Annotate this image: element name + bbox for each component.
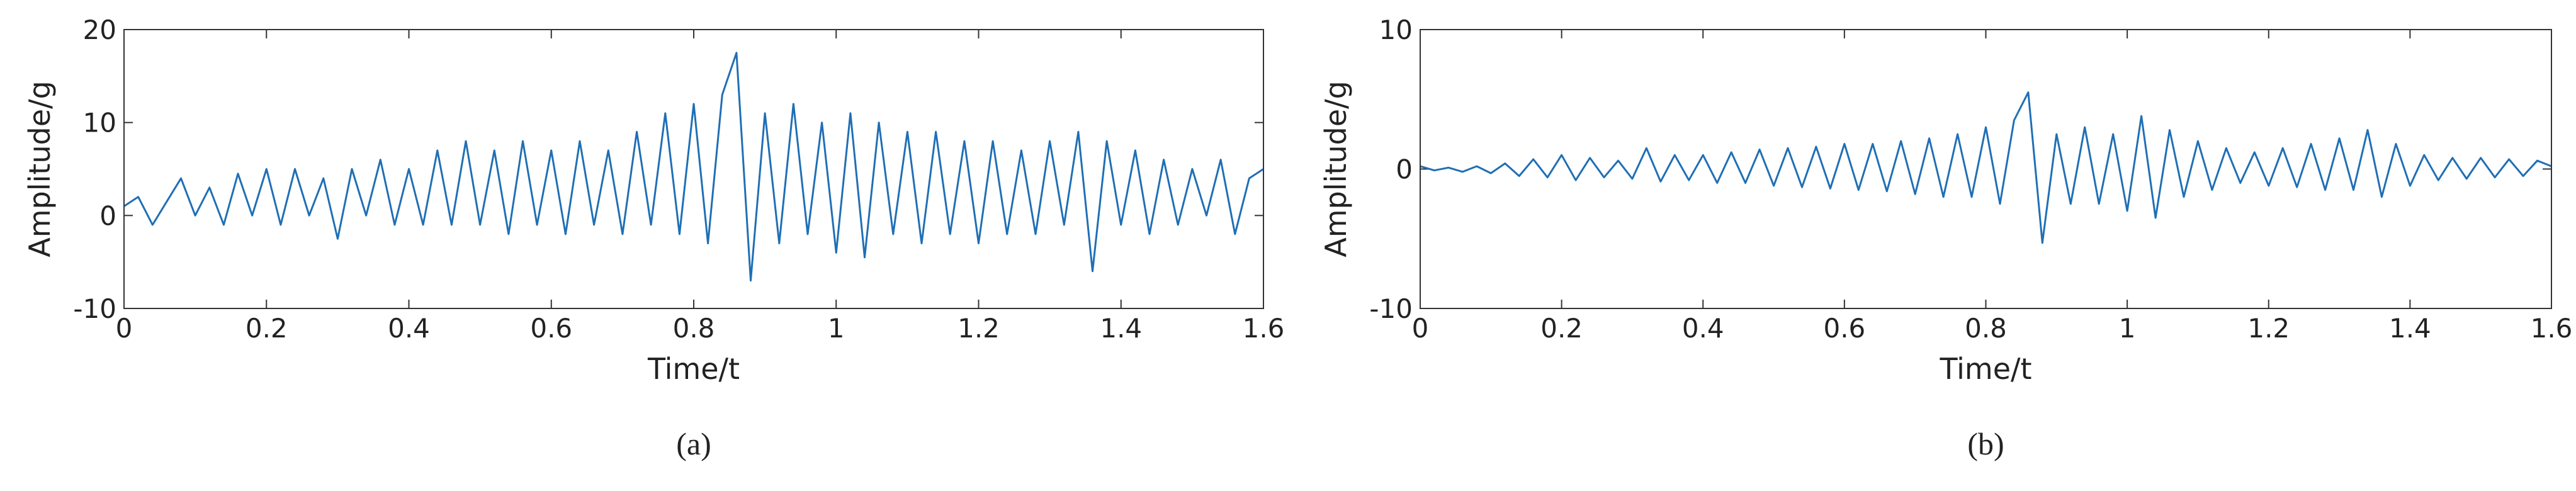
x-tick-label: 1.6 [2531, 313, 2573, 344]
x-tick-label: 0 [116, 313, 133, 344]
axes-box [123, 29, 1264, 309]
x-tick-label: 1.4 [1100, 313, 1142, 344]
x-tick-label: 1.2 [2247, 313, 2290, 344]
x-tick-label: 0.6 [530, 313, 572, 344]
x-tick-label: 0.2 [246, 313, 288, 344]
x-tick-label: 0.8 [1965, 313, 2007, 344]
x-tick-label: 1 [2119, 313, 2136, 344]
x-tick-label: 0.6 [1823, 313, 1865, 344]
caption: (b) [1967, 426, 2004, 461]
x-axis-label: Time/t [1939, 352, 2031, 386]
caption: (a) [676, 426, 711, 461]
x-tick-label: 1.4 [2389, 313, 2431, 344]
y-tick-label: -10 [73, 293, 116, 324]
y-tick-label: 0 [1396, 154, 1413, 185]
x-tick-label: 1.6 [1243, 313, 1285, 344]
signal-line [123, 52, 1264, 282]
axes-box [1420, 29, 2552, 309]
x-tick-label: 0.4 [388, 313, 430, 344]
x-tick-label: 0.8 [673, 313, 715, 344]
x-tick-label: 0.4 [1682, 313, 1724, 344]
x-tick-label: 0 [1412, 313, 1429, 344]
y-tick-label: 0 [99, 200, 116, 231]
signal-line [1420, 91, 2552, 244]
x-tick-label: 1 [828, 313, 845, 344]
y-tick-label: -10 [1369, 293, 1413, 324]
y-axis-label: Amplitude/g [1319, 81, 1353, 257]
x-tick-label: 1.2 [958, 313, 1000, 344]
x-tick-label: 0.2 [1540, 313, 1583, 344]
y-tick-label: 10 [83, 108, 116, 138]
y-axis-label: Amplitude/g [23, 81, 57, 257]
y-tick-label: 20 [83, 14, 116, 45]
y-tick-label: 10 [1379, 14, 1413, 45]
x-axis-label: Time/t [647, 352, 740, 386]
